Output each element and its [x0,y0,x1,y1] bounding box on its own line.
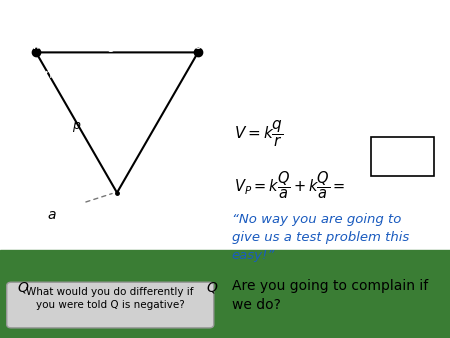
Text: “No way you are going to
give us a test problem this
easy!”: “No way you are going to give us a test … [232,213,409,262]
Text: a.: a. [252,39,263,52]
Text: equilateral triangle with sides of length: equilateral triangle with sides of lengt… [10,39,252,52]
Text: p: p [72,119,80,132]
Text: $V = k\dfrac{q}{r}$: $V = k\dfrac{q}{r}$ [234,118,284,149]
Text: Two equal positive charges: Two equal positive charges [10,10,173,23]
Text: Q: Q [17,280,28,294]
Text: $V_P = k\dfrac{Q}{a} + k\dfrac{Q}{a} = $: $V_P = k\dfrac{Q}{a} + k\dfrac{Q}{a} = $ [234,169,346,200]
Text: Are you going to complain if
we do?: Are you going to complain if we do? [232,279,428,312]
Text: $2k\dfrac{Q}{a}$: $2k\dfrac{Q}{a}$ [387,141,418,172]
Text: Q: Q [170,10,179,23]
Bar [0,250,450,338]
Text: at point P (see diagram)?: at point P (see diagram)? [10,68,164,80]
Text: What is the potential: What is the potential [264,39,395,52]
Text: a: a [48,209,56,222]
Text: are located at the base of an: are located at the base of an [179,10,358,23]
Text: Two equal positive charges: Two equal positive charges [10,10,177,23]
Text: Q: Q [206,280,217,294]
Text: What would you do differently if
you were told Q is negative?: What would you do differently if you wer… [27,287,194,311]
